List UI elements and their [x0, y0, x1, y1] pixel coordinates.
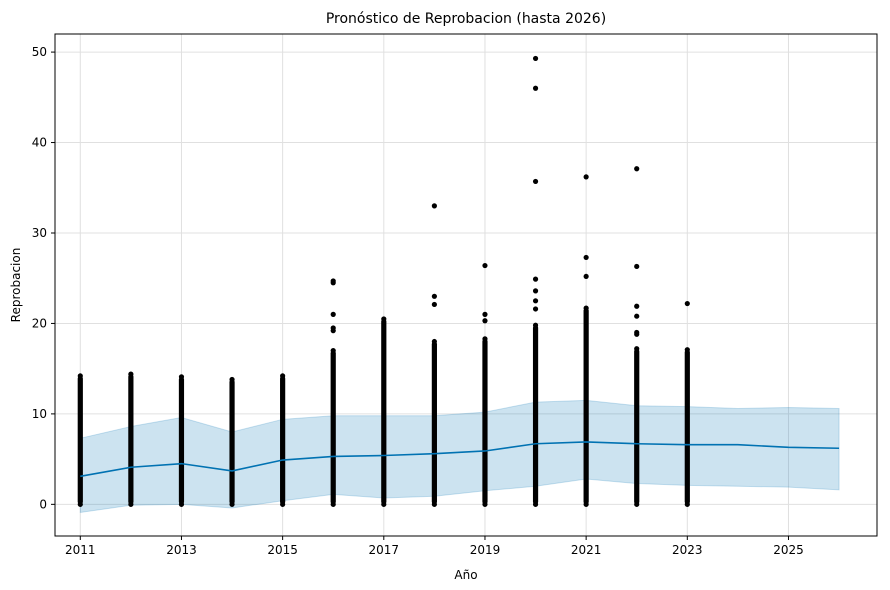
- observed-point: [280, 501, 286, 507]
- observed-point: [532, 55, 539, 62]
- observed-point: [634, 331, 640, 337]
- observed-point: [634, 313, 640, 319]
- observed-point: [77, 501, 83, 507]
- observed-point: [634, 303, 640, 309]
- observed-points-column: [128, 374, 134, 505]
- grid: [55, 34, 877, 536]
- observed-point: [532, 298, 539, 304]
- observed-point: [280, 373, 286, 379]
- observed-point: [229, 376, 235, 383]
- observed-point: [532, 501, 539, 507]
- observed-points-column: [431, 341, 437, 505]
- observed-point: [532, 178, 539, 185]
- observed-point: [330, 347, 336, 354]
- observed-points-column: [482, 338, 488, 505]
- observed-point: [583, 501, 589, 507]
- x-tick-label: 2025: [773, 543, 804, 557]
- y-tick-label: 50: [32, 45, 47, 59]
- x-tick-label: 2019: [470, 543, 501, 557]
- observed-point: [634, 501, 640, 507]
- x-tick-label: 2013: [166, 543, 197, 557]
- chart-title: Pronóstico de Reprobacion (hasta 2026): [326, 11, 606, 27]
- x-tick-label: 2023: [672, 543, 703, 557]
- x-tick-label: 2011: [65, 543, 96, 557]
- observed-points-column: [178, 376, 185, 505]
- observed-point: [532, 288, 539, 294]
- observed-points-column: [77, 375, 83, 505]
- observed-point: [381, 316, 387, 322]
- forecast-line: [80, 441, 840, 478]
- observed-point: [482, 262, 488, 269]
- observed-point: [583, 254, 589, 261]
- observed-points-column: [330, 350, 336, 505]
- observed-point: [431, 338, 437, 345]
- y-tick-label: 30: [32, 226, 47, 240]
- observed-points-column: [634, 348, 640, 505]
- observed-point: [330, 501, 336, 507]
- observed-point: [532, 276, 539, 282]
- observed-point: [684, 300, 690, 307]
- observed-point: [128, 501, 134, 507]
- observed-point: [482, 311, 488, 317]
- observed-point: [128, 371, 134, 377]
- observed-points-layer: [77, 55, 690, 507]
- observed-point: [684, 347, 690, 353]
- observed-point: [532, 306, 539, 312]
- observed-point: [77, 373, 83, 379]
- observed-point: [178, 374, 185, 380]
- observed-point: [482, 336, 488, 342]
- observed-point: [583, 273, 589, 280]
- observed-point: [431, 301, 437, 308]
- observed-points-column: [229, 379, 235, 505]
- x-tick-label: 2021: [571, 543, 602, 557]
- observed-point: [583, 174, 589, 180]
- y-tick-label: 0: [39, 497, 47, 511]
- observed-point: [634, 263, 640, 270]
- observed-point: [229, 501, 235, 507]
- uncertainty-band: [79, 399, 840, 514]
- observed-points-column: [532, 325, 539, 505]
- observed-point: [330, 311, 336, 317]
- y-tick-label: 20: [32, 316, 47, 330]
- observed-point: [634, 166, 640, 172]
- uncertainty-band-layer: [79, 399, 840, 514]
- observed-point: [583, 305, 589, 311]
- y-tick-label: 10: [32, 407, 47, 421]
- observed-points-column: [684, 349, 690, 505]
- observed-point: [634, 346, 640, 352]
- y-axis-label: Reprobacion: [9, 248, 23, 323]
- x-tick-label: 2015: [267, 543, 298, 557]
- observed-point: [330, 278, 336, 284]
- y-tick-label: 40: [32, 136, 47, 150]
- observed-points-column: [280, 375, 286, 505]
- observed-point: [431, 293, 437, 299]
- observed-point: [482, 501, 488, 507]
- axis-ticks: 2011 2013 2015 2017 2019 2021 2023 2025 0 10 20 30 4…: [32, 45, 804, 557]
- observed-point: [381, 501, 387, 507]
- observed-point: [431, 203, 437, 209]
- observed-point: [482, 318, 488, 324]
- observed-points-column: [381, 318, 387, 505]
- x-tick-label: 2017: [369, 543, 400, 557]
- x-axis-label: Año: [454, 568, 477, 582]
- observed-point: [330, 328, 336, 334]
- observed-point: [178, 501, 185, 507]
- observed-point: [532, 322, 539, 328]
- observed-point: [532, 85, 539, 91]
- observed-point: [431, 501, 437, 507]
- observed-point: [684, 501, 690, 507]
- observed-points-column: [583, 308, 589, 505]
- forecast-line-layer: [80, 441, 840, 478]
- plot-frame: [54, 33, 878, 537]
